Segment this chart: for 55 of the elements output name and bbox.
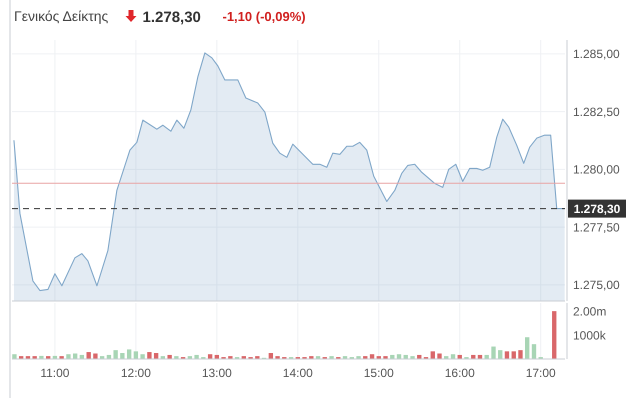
- y-tick-label: 1.285,00: [573, 47, 620, 62]
- x-tick-label: 12:00: [120, 366, 152, 380]
- bar: [93, 353, 98, 359]
- bar: [242, 356, 246, 359]
- bar: [86, 352, 91, 359]
- y-tick-label: 1.282,50: [573, 104, 620, 119]
- bar: [174, 356, 179, 359]
- bar: [255, 356, 260, 359]
- chart-title: Γενικός Δείκτης: [14, 8, 109, 24]
- bar: [552, 311, 556, 359]
- bar: [363, 356, 368, 359]
- bar: [59, 356, 64, 359]
- bar: [120, 353, 125, 359]
- bar: [268, 353, 274, 359]
- x-tick-label: 11:00: [40, 366, 70, 380]
- bar: [532, 344, 536, 359]
- bar: [140, 354, 145, 359]
- bar: [160, 356, 166, 359]
- bar: [100, 356, 104, 359]
- bar: [147, 352, 152, 359]
- bar: [444, 356, 448, 359]
- x-tick-label: 17:00: [526, 366, 556, 380]
- bar: [512, 351, 516, 359]
- bar: [498, 350, 502, 359]
- ref-line-label: 1.278,30: [574, 202, 621, 216]
- bar: [134, 351, 138, 359]
- y-tick-label: 1.280,00: [573, 162, 620, 177]
- bar: [329, 356, 334, 359]
- bar: [66, 354, 71, 359]
- bar: [154, 353, 158, 359]
- bar: [32, 356, 37, 359]
- bar: [126, 349, 132, 359]
- x-tick-label: 15:00: [364, 366, 394, 380]
- bar: [12, 354, 17, 359]
- x-tick-label: 14:00: [282, 366, 314, 380]
- bar: [228, 356, 233, 359]
- text: -1,10 (-0,09%): [222, 9, 306, 24]
- bar: [18, 356, 24, 359]
- text: 1.278,30: [142, 9, 201, 26]
- x-tick-label: 16:00: [444, 366, 476, 380]
- bar: [376, 356, 381, 359]
- y-tick-label: 1000k: [573, 328, 607, 342]
- bar: [46, 356, 50, 359]
- bar: [208, 354, 212, 359]
- bar: [113, 350, 118, 359]
- y-tick-label: 1.277,50: [573, 220, 620, 234]
- bar: [72, 353, 78, 359]
- y-tick-label: 1.275,00: [573, 278, 620, 292]
- bar: [188, 356, 192, 359]
- bar: [275, 356, 280, 359]
- bar: [525, 337, 530, 359]
- bar: [430, 351, 435, 359]
- x-tick-label: 13:00: [202, 366, 232, 380]
- y-tick-label: 2.00m: [573, 304, 606, 318]
- bar: [309, 356, 314, 359]
